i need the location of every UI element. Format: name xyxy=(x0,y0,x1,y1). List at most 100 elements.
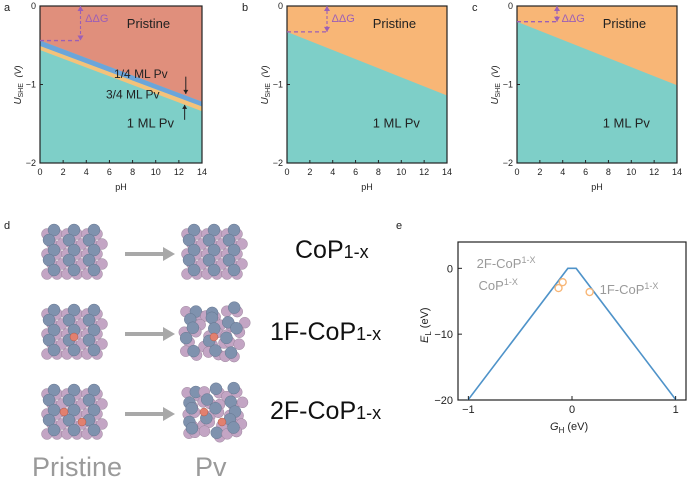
data-point xyxy=(558,277,567,287)
y-tick-label: −20 xyxy=(434,395,453,407)
y-axis-label-text: EL (eV) xyxy=(419,307,433,343)
y-tick-label: 0 xyxy=(278,1,283,11)
point-label-2f-cop: 2F-CoP1-X xyxy=(477,255,536,271)
y-tick-label: −1 xyxy=(273,80,283,90)
ddg-arrow-up xyxy=(324,6,330,11)
x-tick-label: 6 xyxy=(583,167,588,177)
cobalt-atom xyxy=(67,423,81,437)
cobalt-atom xyxy=(47,383,61,397)
cobalt-atom xyxy=(207,263,221,277)
region-label-pristine: Pristine xyxy=(373,16,416,31)
x-tick-label: 2 xyxy=(537,167,542,177)
x-tick-label: 14 xyxy=(672,167,682,177)
region-three-quarter-ml xyxy=(40,46,202,112)
cobalt-atom xyxy=(67,303,81,317)
cobalt-atom xyxy=(200,393,214,406)
cobalt-atom xyxy=(187,223,201,237)
point-label-2f-cop-main: 2F-CoP xyxy=(477,256,522,271)
ddg-arrow-down xyxy=(324,26,330,32)
y-axis-label-sub: SHE xyxy=(18,83,25,98)
cobalt-atom xyxy=(87,343,101,357)
phosphorus-atom xyxy=(239,317,251,329)
cobalt-atom xyxy=(230,322,243,335)
cobalt-atom xyxy=(209,402,222,415)
y-axis-label-unit: (V) xyxy=(490,66,500,78)
x-axis-label-sub: H xyxy=(559,426,565,435)
transform-arrowhead xyxy=(163,327,175,341)
cobalt-atom xyxy=(87,403,101,417)
ddg-arrow-down xyxy=(77,35,84,41)
atom-cluster xyxy=(41,303,108,360)
fluorine-atom xyxy=(209,332,219,342)
bottom-label-pristine: Pristine xyxy=(32,452,123,482)
cobalt-atom xyxy=(82,253,96,267)
cobalt-atom xyxy=(47,403,61,417)
cobalt-atom xyxy=(228,301,241,314)
cobalt-atom xyxy=(207,223,221,237)
cobalt-atom xyxy=(67,403,81,417)
ddg-label: ΔΔG xyxy=(85,13,108,25)
cobalt-atom xyxy=(47,423,61,437)
phosphorus-atom xyxy=(233,338,245,350)
cobalt-atom xyxy=(82,393,96,407)
x-axis-label: pH xyxy=(591,182,603,192)
cobalt-atom xyxy=(42,413,56,427)
y-tick-label: 0 xyxy=(31,1,36,11)
transform-arrowhead xyxy=(163,407,175,421)
cobalt-atom xyxy=(227,263,241,277)
cobalt-atom xyxy=(87,223,101,237)
x-tick-label: 12 xyxy=(649,167,659,177)
x-tick-label: 4 xyxy=(560,167,565,177)
cobalt-atom xyxy=(202,253,216,267)
volcano-line xyxy=(466,267,678,400)
y-axis-label-unit: (V) xyxy=(260,66,270,78)
cobalt-atom xyxy=(87,323,101,337)
cobalt-atom xyxy=(62,313,76,327)
cobalt-atom xyxy=(209,382,223,395)
y-tick-label: −1 xyxy=(26,80,36,90)
panel-letter-a: a xyxy=(4,2,11,14)
cobalt-atom xyxy=(224,346,238,359)
point-label-cop: CoP1-X xyxy=(479,277,518,293)
row-label-cop-name: CoP xyxy=(295,236,344,264)
row-label-2f-cop: 2F-CoP1-x xyxy=(270,397,381,426)
x-tick-label: 8 xyxy=(130,167,135,177)
point-label-1f-cop-main: 1F-CoP xyxy=(600,282,645,297)
x-axis-label-main: G xyxy=(550,421,559,433)
y-axis-label-main: E xyxy=(419,335,431,343)
cobalt-atom xyxy=(67,243,81,257)
x-axis-label-unit: (eV) xyxy=(567,421,588,433)
cobalt-atom xyxy=(209,344,222,357)
cobalt-atom xyxy=(87,263,101,277)
atom-cluster xyxy=(178,301,251,363)
x-tick-label: 12 xyxy=(419,167,429,177)
point-label-1f-cop-sub: 1-X xyxy=(644,281,658,291)
cobalt-atom xyxy=(47,303,61,317)
x-tick-label: 0 xyxy=(514,167,519,177)
panel-letter-b: b xyxy=(242,2,249,14)
x-tick-label: 10 xyxy=(626,167,636,177)
atom-cluster xyxy=(41,383,108,440)
region-label-full-pv: 1 ML Pv xyxy=(603,116,651,131)
panel-letter-c: c xyxy=(472,2,478,14)
y-axis-label-main: U xyxy=(13,97,24,105)
region-label-pristine: Pristine xyxy=(603,16,646,31)
y-tick-label: −2 xyxy=(503,158,513,168)
cobalt-atom xyxy=(187,243,201,257)
cobalt-atom xyxy=(47,243,61,257)
x-tick-label: 4 xyxy=(84,167,89,177)
point-label-cop-sub: 1-X xyxy=(504,277,518,287)
cobalt-atom xyxy=(42,393,56,407)
region-label-full-pv: 1 ML Pv xyxy=(373,116,421,131)
y-tick-label: −2 xyxy=(273,158,283,168)
x-tick-label: 6 xyxy=(107,167,112,177)
region-label-full-pv: 1 ML Pv xyxy=(127,116,175,131)
data-point xyxy=(585,287,594,297)
cobalt-atom xyxy=(87,303,101,317)
x-tick-label: 0 xyxy=(37,167,42,177)
bottom-label-pv: Pv xyxy=(195,452,227,482)
phosphorus-atom xyxy=(198,425,211,437)
